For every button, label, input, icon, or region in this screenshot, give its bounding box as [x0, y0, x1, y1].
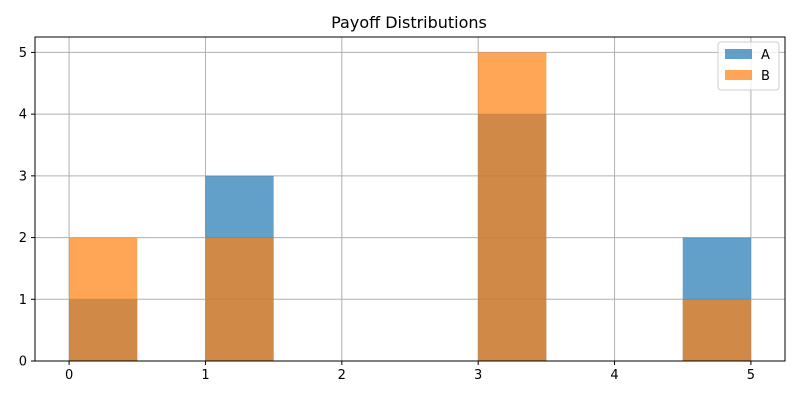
x-tick-label: 0 — [65, 368, 73, 383]
bar-b-bin-0 — [69, 237, 138, 361]
bar-b-bin-9 — [682, 299, 751, 361]
legend-label-b: B — [761, 69, 770, 84]
x-tick-label: 2 — [338, 368, 346, 383]
y-tick-label: 5 — [19, 46, 27, 61]
y-tick-label: 4 — [19, 108, 27, 123]
legend-label-a: A — [761, 48, 770, 63]
axis-ticks: 0 1 2 3 4 5 0 1 2 3 4 5 — [19, 46, 755, 383]
x-tick-label: 3 — [474, 368, 482, 383]
y-tick-label: 2 — [19, 231, 27, 246]
legend-swatch-b — [725, 70, 752, 80]
legend: AB — [717, 41, 780, 91]
y-tick-label: 0 — [19, 355, 27, 370]
x-tick-label: 5 — [747, 368, 755, 383]
legend-swatch-a — [725, 49, 752, 59]
bar-b-bin-2 — [205, 237, 274, 361]
x-tick-label: 4 — [610, 368, 618, 383]
y-tick-label: 1 — [19, 293, 27, 308]
x-tick-label: 1 — [201, 368, 209, 383]
y-tick-label: 3 — [19, 169, 27, 184]
bars — [69, 52, 751, 362]
plot-frame — [34, 36, 786, 362]
chart-title: Payoff Distributions — [331, 13, 487, 32]
bar-b-bin-6 — [478, 52, 547, 362]
